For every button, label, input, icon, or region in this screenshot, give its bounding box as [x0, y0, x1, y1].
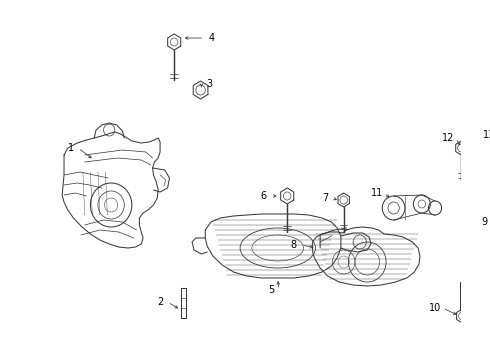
Text: 3: 3 — [206, 79, 212, 89]
Text: 7: 7 — [322, 193, 328, 203]
Text: 2: 2 — [157, 297, 163, 307]
Text: 10: 10 — [429, 303, 441, 313]
Text: 6: 6 — [261, 191, 267, 201]
Text: 4: 4 — [209, 33, 215, 43]
Text: 11: 11 — [370, 188, 383, 198]
Text: 13: 13 — [483, 130, 490, 140]
Text: 5: 5 — [268, 285, 274, 295]
Text: 8: 8 — [291, 240, 297, 250]
Text: 9: 9 — [481, 217, 487, 227]
Text: 1: 1 — [68, 143, 74, 153]
Text: 12: 12 — [442, 133, 454, 143]
